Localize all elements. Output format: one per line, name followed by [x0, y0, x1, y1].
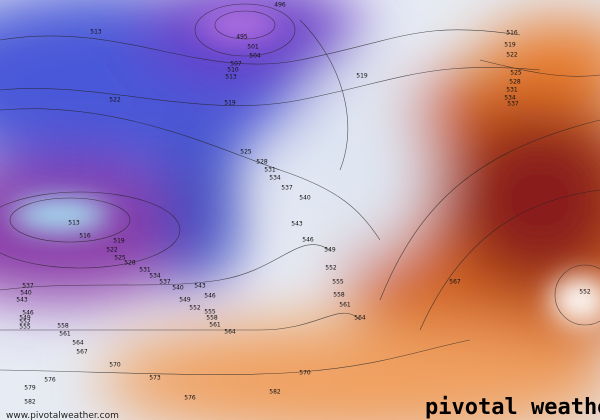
contour-label: 558 — [333, 292, 345, 299]
contour-label: 564 — [224, 329, 236, 336]
contour-label: 546 — [204, 293, 216, 300]
contour-label: 582 — [269, 389, 281, 396]
contour-label: 528 — [256, 159, 268, 166]
contour-label: 549 — [324, 247, 336, 254]
contour-label: 537 — [281, 185, 293, 192]
contour-label: 540 — [20, 290, 32, 297]
contour-label: 561 — [59, 331, 71, 338]
contour-label: 552 — [19, 319, 31, 326]
contour-label: 510 — [227, 67, 239, 74]
contour-label: 537 — [159, 279, 171, 286]
contour-label: 579 — [24, 385, 36, 392]
contour-labels: 4964955015045075105135135195195225255285… — [16, 2, 591, 406]
contour-label: 555 — [19, 324, 31, 331]
logo: pivotal weather — [425, 395, 600, 420]
contour-label: 558 — [57, 323, 69, 330]
contour-label: 516 — [79, 233, 91, 240]
contour-label: 513 — [225, 74, 237, 81]
contour-label: 504 — [249, 53, 261, 60]
contour-label: 525 — [114, 255, 126, 262]
contour-label: 525 — [240, 149, 252, 156]
contour-label: 543 — [16, 297, 28, 304]
contour-label: 496 — [274, 2, 286, 9]
contour-label: 516 — [506, 30, 518, 37]
contour-label: 519 — [224, 100, 236, 107]
contour-label: 540 — [172, 285, 184, 292]
contour-label: 534 — [504, 95, 516, 102]
contour-label: 519 — [356, 73, 368, 80]
contour-label: 522 — [506, 52, 518, 59]
contour-label: 567 — [449, 279, 461, 286]
contour-label: 549 — [19, 315, 31, 322]
contour-label: 531 — [264, 167, 276, 174]
contour-label: 576 — [184, 395, 196, 402]
contour-label: 537 — [507, 101, 519, 108]
contours — [0, 3, 600, 375]
contour-label: 513 — [90, 29, 102, 36]
contour-label: 552 — [579, 289, 591, 296]
contour-label: 528 — [124, 260, 136, 267]
contour-label: 555 — [204, 309, 216, 316]
contour-label: 567 — [76, 349, 88, 356]
contour-label: 555 — [332, 279, 344, 286]
contour-label: 528 — [509, 79, 521, 86]
contour-label: 546 — [22, 310, 34, 317]
contour-label: 561 — [209, 322, 221, 329]
contour-label: 552 — [189, 305, 201, 312]
contour-label: 540 — [299, 195, 311, 202]
contour-label: 519 — [504, 42, 516, 49]
contour-label: 543 — [291, 221, 303, 228]
contour-label: 576 — [44, 377, 56, 384]
contour-label: 582 — [24, 399, 36, 406]
contour-label: 546 — [302, 237, 314, 244]
contour-label: 531 — [506, 87, 518, 94]
contour-label: 501 — [247, 44, 259, 51]
contour-label: 570 — [299, 370, 311, 377]
contour-label: 537 — [22, 283, 34, 290]
contour-label: 522 — [106, 247, 118, 254]
contour-label: 495 — [236, 34, 248, 41]
contour-label: 531 — [139, 267, 151, 274]
contour-label: 573 — [149, 375, 161, 382]
contour-label: 570 — [109, 362, 121, 369]
contour-label: 534 — [269, 175, 281, 182]
contour-label: 513 — [68, 220, 80, 227]
contour-label: 534 — [149, 273, 161, 280]
contour-label: 564 — [354, 315, 366, 322]
contour-label: 522 — [109, 97, 121, 104]
contour-label: 525 — [510, 70, 522, 77]
contour-label: 552 — [325, 265, 337, 272]
contour-label: 507 — [230, 61, 242, 68]
contour-label: 519 — [113, 238, 125, 245]
contour-label: 561 — [339, 302, 351, 309]
contour-label: 549 — [179, 297, 191, 304]
contour-label: 543 — [194, 283, 206, 290]
site-url: www.pivotalweather.com — [6, 411, 119, 420]
contour-label: 558 — [206, 315, 218, 322]
contour-label: 564 — [72, 340, 84, 347]
